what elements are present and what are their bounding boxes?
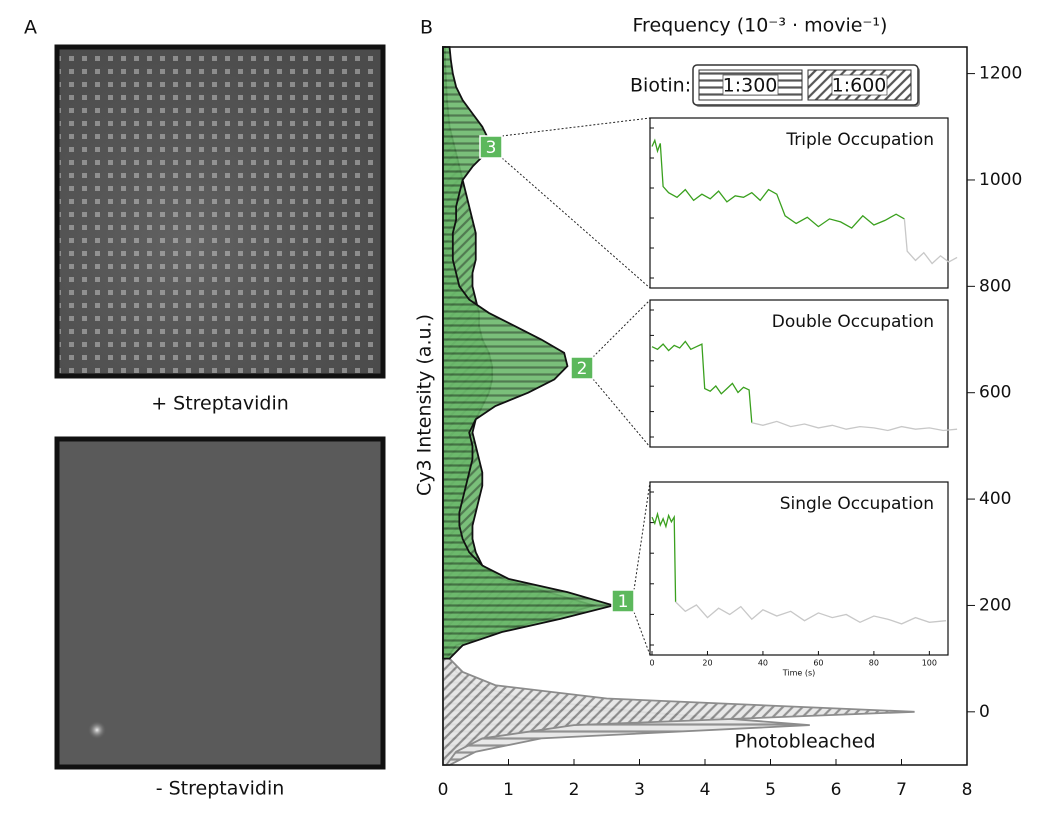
inset-title: Double Occupation	[772, 312, 934, 332]
y-axis-title: Cy3 Intensity (a.u.)	[414, 314, 436, 496]
inset: Single Occupation 0 20 40 60 80 100 Time (s)	[649, 481, 949, 678]
trace-line	[903, 218, 958, 265]
x-tick-label: 7	[896, 780, 907, 800]
inset-frame	[649, 481, 949, 656]
image-caption: + Streptavidin	[151, 393, 289, 415]
axes-frame	[442, 46, 968, 766]
y-tick-label: 400	[979, 489, 1011, 509]
image-without-streptavidin	[54, 436, 386, 770]
trace-line	[751, 420, 958, 432]
connector	[501, 157, 651, 289]
inset-x-tick-label: 80	[869, 659, 879, 668]
trace-line	[651, 138, 905, 229]
inset-x-tick-label: 100	[922, 659, 937, 668]
connector	[501, 117, 651, 137]
image-caption: - Streptavidin	[156, 778, 285, 800]
inset-x-tick-label: 40	[758, 659, 768, 668]
inset-title: Single Occupation	[780, 494, 934, 514]
peak-label: 2	[577, 359, 588, 379]
x-tick-label: 5	[765, 780, 776, 800]
trace-line	[675, 601, 947, 625]
inset-frame	[649, 117, 949, 289]
y-tick-label: 200	[979, 595, 1011, 615]
connector	[592, 299, 651, 358]
inset-frame	[649, 299, 949, 448]
inset-x-tick-label: 0	[649, 659, 654, 668]
x-tick-label: 6	[831, 780, 842, 800]
x-tick-label: 8	[962, 780, 973, 800]
x-axis-title: Frequency (10⁻³ · movie⁻¹)	[633, 15, 888, 37]
peak-label: 1	[618, 592, 629, 612]
image-with-streptavidin	[54, 44, 386, 379]
x-tick-label: 2	[569, 780, 580, 800]
inset-x-tick-label: 60	[813, 659, 823, 668]
panel-label: A	[24, 17, 37, 39]
y-tick-label: 600	[979, 383, 1011, 403]
trace-line	[651, 511, 677, 602]
trace-line	[651, 340, 753, 423]
legend-label: 1:600	[832, 75, 887, 97]
plot-area: 0 1 2 3 4 5 6 7 8020040060080010001200Photobleac…	[438, 46, 1022, 800]
distribution-area	[442, 46, 617, 660]
x-tick-label: 0	[438, 780, 449, 800]
x-tick-label: 3	[634, 780, 645, 800]
connector	[592, 378, 651, 448]
y-tick-label: 0	[979, 702, 990, 722]
y-tick-label: 800	[979, 276, 1011, 296]
inset-x-tick-label: 20	[702, 659, 712, 668]
connector	[633, 611, 651, 656]
inset: Double Occupation	[649, 299, 958, 448]
x-tick-label: 1	[503, 780, 514, 800]
inset-x-label: Time (s)	[782, 669, 816, 678]
y-tick-label: 1200	[979, 64, 1022, 84]
x-tick-label: 4	[700, 780, 711, 800]
inset-title: Triple Occupation	[785, 130, 934, 150]
y-tick-label: 1000	[979, 170, 1022, 190]
peak-label: 3	[486, 138, 497, 158]
annotation: Photobleached	[734, 731, 875, 753]
peak-marker	[570, 356, 594, 380]
peak-marker	[479, 135, 503, 159]
inset: Triple Occupation	[649, 117, 958, 289]
connector	[633, 481, 651, 591]
legend-label: 1:300	[723, 75, 778, 97]
panel-label: B	[420, 17, 433, 39]
peak-marker	[611, 589, 635, 613]
